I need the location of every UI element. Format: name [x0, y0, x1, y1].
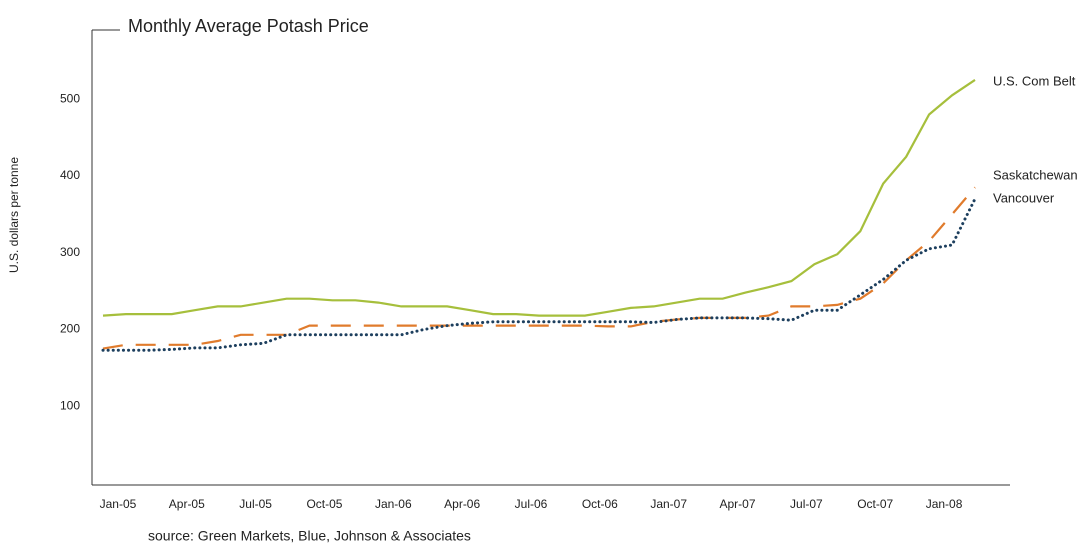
source: source: Green Markets, Blue, Johnson & A… [148, 528, 471, 544]
x-tick-label: Jul-06 [515, 497, 548, 511]
x-tick-label: Oct-05 [306, 497, 342, 511]
x-tick-label: Jan-05 [100, 497, 137, 511]
y-tick-label: 300 [60, 245, 80, 259]
x-tick-label: Jan-07 [650, 497, 687, 511]
y-axis-label: U.S. dollars per tonne [7, 157, 21, 273]
series-label: U.S. Com Belt [993, 73, 1076, 88]
x-tick-label: Apr-06 [444, 497, 480, 511]
y-tick-label: 400 [60, 168, 80, 182]
chart-title: Monthly Average Potash Price [128, 16, 369, 36]
x-tick-label: Apr-05 [169, 497, 205, 511]
series-line [101, 197, 977, 352]
series-label: Vancouver [993, 190, 1055, 205]
x-tick-label: Oct-06 [582, 497, 618, 511]
series-line [102, 186, 976, 350]
x-tick-label: Apr-07 [720, 497, 756, 511]
x-tick-label: Jan-06 [375, 497, 412, 511]
x-tick-label: Jul-07 [790, 497, 823, 511]
series-line [102, 78, 976, 317]
x-tick-label: Oct-07 [857, 497, 893, 511]
y-tick-label: 500 [60, 91, 80, 105]
y-tick-label: 100 [60, 398, 80, 412]
series-label: Saskatchewan [993, 167, 1078, 182]
x-tick-label: Jul-05 [239, 497, 272, 511]
x-tick-label: Jan-08 [926, 497, 963, 511]
y-tick-label: 200 [60, 322, 80, 336]
